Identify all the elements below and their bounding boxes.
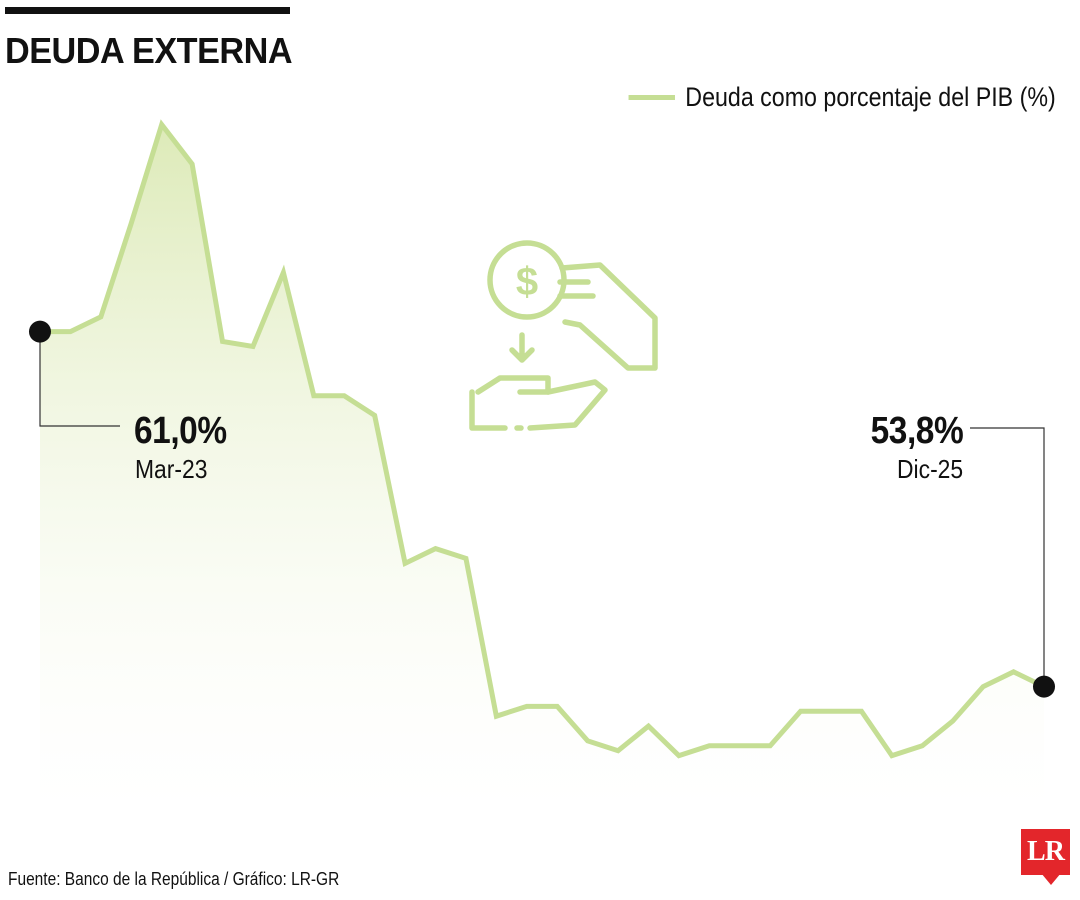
lr-logo-tail <box>1041 873 1061 885</box>
start-point-marker <box>29 320 51 343</box>
debt-area-fill <box>40 124 1044 810</box>
end-date-label: Dic-25 <box>896 454 963 484</box>
end-leader-line <box>970 427 1045 687</box>
page-title: DEUDA EXTERNA <box>5 30 293 71</box>
end-point-marker <box>1033 675 1055 698</box>
end-value-label: 53,8% <box>870 410 963 452</box>
start-value-label: 61,0% <box>134 410 227 452</box>
start-date-label: Mar-23 <box>135 454 208 484</box>
lr-logo: LR <box>1021 829 1070 875</box>
arrow-down-icon <box>509 332 535 363</box>
legend-label: Deuda como porcentaje del PIB (%) <box>685 82 1056 112</box>
debt-series-line <box>40 119 1046 759</box>
top-rule <box>5 7 290 14</box>
legend: Deuda como porcentaje del PIB (%) <box>628 82 1056 113</box>
money-hand-icon: $ <box>469 240 658 431</box>
giving-hand-icon <box>559 262 658 371</box>
legend-swatch <box>628 95 676 100</box>
source-note: Fuente: Banco de la República / Gráfico:… <box>8 869 340 889</box>
dollar-sign-icon: $ <box>516 260 538 304</box>
start-leader-line <box>39 331 120 427</box>
receiving-hand-icon <box>469 389 508 431</box>
